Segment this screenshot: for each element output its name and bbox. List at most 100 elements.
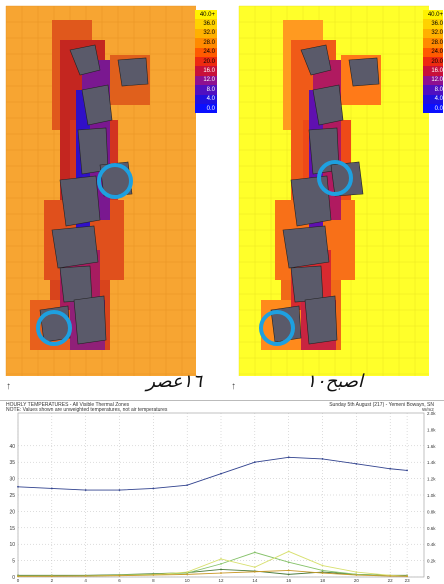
- legend-swatch: 8.0: [195, 85, 217, 95]
- legend-swatch: 4.0: [423, 94, 443, 104]
- right-tick-label: 0.8k: [427, 509, 436, 514]
- series-point: [253, 566, 256, 569]
- series-point: [220, 572, 222, 574]
- building-cluster: [39, 44, 149, 345]
- right-tick-label: 1.8k: [427, 427, 436, 432]
- legend-swatch: 0.0: [423, 103, 443, 114]
- legend-swatch: 20.0: [423, 56, 443, 67]
- series-point: [17, 485, 19, 488]
- series-point: [287, 456, 290, 459]
- legend-swatch: 36.0: [195, 19, 217, 29]
- series-point: [389, 467, 392, 470]
- series-point: [118, 489, 121, 491]
- chart-svg: 051015202530354000.2k0.4k0.6k0.8k1.0k1.2…: [9, 407, 436, 583]
- highlight-circle-lower: [259, 310, 295, 346]
- north-arrow-icon: ↑: [6, 381, 11, 392]
- series-point: [355, 571, 358, 573]
- legend-swatch: 28.0: [423, 38, 443, 48]
- heat-map-panel-afternoon: 40.0+ 36.0 32.0 28.0 24.0 20.0 16.0 12.0 8.0 4.0 0…: [0, 0, 218, 398]
- legend-swatch: 16.0: [423, 66, 443, 76]
- right-tick-label: 1.4k: [427, 460, 436, 465]
- right-axis-unit: W/m2: [422, 407, 434, 412]
- chart-title: HOURLY TEMPERATURES - All Visible Therma…: [6, 402, 130, 408]
- series-point: [253, 461, 256, 464]
- series-point: [152, 487, 155, 490]
- y-tick-label: 20: [9, 509, 15, 515]
- heat-map-panel-morning: 40.0+ 36.0 32.0 28.0 24.0 20.0 16.0 12.0 8.0 4.0 0…: [225, 0, 443, 398]
- legend-swatch: 36.0: [423, 19, 443, 29]
- x-tick-label: 22: [388, 578, 394, 583]
- legend-swatch: 32.0: [195, 28, 217, 39]
- x-tick-label: 8: [152, 578, 155, 583]
- y-tick-label: 5: [12, 559, 15, 565]
- highlight-circle-lower: [36, 310, 72, 346]
- legend-swatch: 40.0+: [423, 10, 443, 20]
- right-tick-label: 0.4k: [427, 542, 436, 547]
- legend-swatch: 20.0: [195, 56, 217, 67]
- x-tick-label: 14: [252, 578, 258, 583]
- legend-swatch: 8.0: [423, 85, 443, 95]
- hourly-temperature-chart: 0 5 10 15 20 25 30 35 40 0 0.2k 0.4k 0.6k 0.8k 1.0k 1.2…: [0, 400, 444, 584]
- series-point: [321, 458, 324, 460]
- x-tick-label: 16: [286, 578, 292, 583]
- panel-caption-left: ١٦عصر: [146, 371, 202, 392]
- x-tick-label: 2: [51, 578, 54, 583]
- x-tick-label: 6: [118, 578, 121, 583]
- series-point: [84, 575, 87, 577]
- chart-date: Sunday 5th August (217) - Yemeni Bowayn,…: [329, 402, 434, 408]
- legend-swatch: 24.0: [195, 47, 217, 57]
- y-tick-label: 40: [9, 444, 15, 450]
- series-point: [287, 550, 290, 553]
- y-tick-label: 25: [9, 493, 15, 499]
- highlight-circle-upper: [97, 163, 133, 199]
- legend-swatch: 12.0: [195, 75, 217, 86]
- y-tick-label: 10: [9, 542, 15, 548]
- series-point: [186, 571, 189, 573]
- series-point: [406, 469, 408, 472]
- temperature-legend-right: 40.0+ 36.0 32.0 28.0 24.0 20.0 16.0 12.0 8.0 4.0 0…: [423, 10, 443, 114]
- legend-swatch: 0.0: [195, 103, 217, 114]
- right-tick-label: 1.0k: [427, 493, 436, 498]
- series-point: [186, 573, 189, 576]
- heat-map-right-svg: [238, 5, 429, 376]
- y-tick-label: 35: [9, 460, 15, 466]
- legend-swatch: 24.0: [423, 47, 443, 57]
- panel-caption-right: اصبح١٠: [306, 371, 363, 392]
- series-point: [321, 569, 324, 572]
- series-point: [220, 568, 222, 571]
- x-tick-label: 0: [17, 578, 20, 583]
- y-tick-label: 0: [12, 575, 15, 581]
- x-tick-label: 12: [218, 578, 224, 583]
- legend-swatch: 28.0: [195, 38, 217, 48]
- highlight-circle-upper: [317, 160, 353, 196]
- x-tick-label: 18: [320, 578, 326, 583]
- legend-swatch: 32.0: [423, 28, 443, 39]
- series-point: [406, 575, 408, 578]
- series-point: [220, 558, 222, 560]
- x-tick-label: 10: [185, 578, 191, 583]
- y-tick-label: 30: [9, 477, 15, 483]
- series-point: [389, 575, 392, 577]
- legend-swatch: 4.0: [195, 94, 217, 104]
- right-tick-label: 1.6k: [427, 444, 436, 449]
- right-tick-label: 0: [427, 575, 430, 580]
- legend-swatch: 16.0: [195, 66, 217, 76]
- series-point: [253, 570, 256, 573]
- north-arrow-icon: ↑: [231, 381, 236, 392]
- right-tick-label: 1.2k: [427, 477, 436, 482]
- x-tick-label: 23: [405, 578, 411, 583]
- series-point: [84, 489, 87, 491]
- series-point: [287, 569, 290, 572]
- y-tick-label: 15: [9, 526, 15, 532]
- chart-note: NOTE: Values shown are unweighted temper…: [6, 407, 168, 413]
- series-point: [17, 575, 19, 578]
- series-point: [287, 561, 290, 564]
- right-tick-label: 2.0k: [427, 411, 436, 416]
- temperature-legend-left: 40.0+ 36.0 32.0 28.0 24.0 20.0 16.0 12.0 8.0 4.0 0…: [195, 10, 217, 114]
- x-tick-label: 4: [84, 578, 87, 583]
- legend-swatch: 12.0: [423, 75, 443, 86]
- legend-swatch: 40.0+: [195, 10, 217, 20]
- series-point: [186, 484, 189, 487]
- series-point: [355, 574, 358, 576]
- series-point: [253, 551, 256, 554]
